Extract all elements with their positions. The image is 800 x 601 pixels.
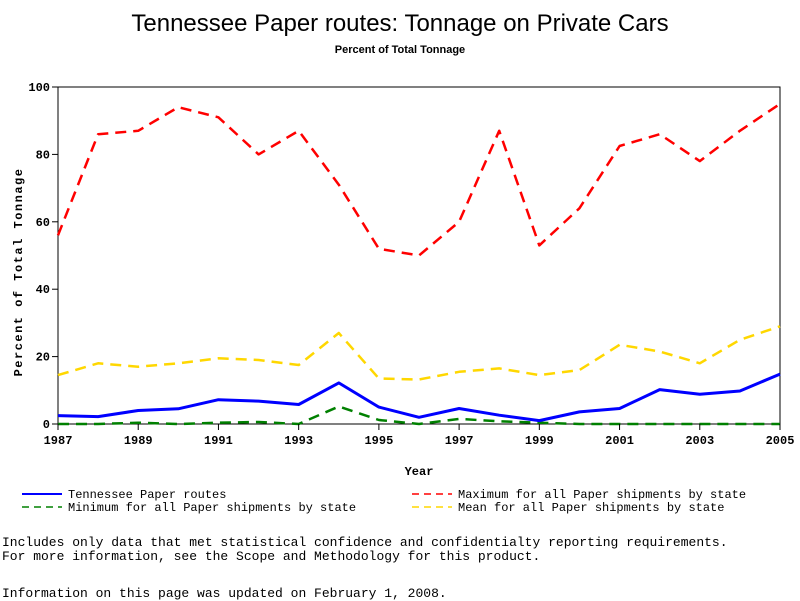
series-line-mean-for-all-paper-shipments-by-state	[57, 325, 781, 381]
plot-area	[57, 86, 781, 425]
x-tick-label: 1999	[525, 434, 554, 448]
updated-note: Information on this page was updated on …	[2, 586, 447, 601]
x-tick-label: 1995	[364, 434, 393, 448]
x-tick-label: 2001	[605, 434, 634, 448]
legend-label-minimum-for-all-paper-shipments-by-state: Minimum for all Paper shipments by state	[68, 501, 356, 515]
x-tick-label: 1989	[124, 434, 153, 448]
y-tick-label: 60	[36, 216, 50, 230]
legend-label-maximum-for-all-paper-shipments-by-state: Maximum for all Paper shipments by state	[458, 488, 746, 502]
x-axis-label: Year	[405, 465, 434, 479]
series-line-maximum-for-all-paper-shipments-by-state	[56, 102, 781, 257]
x-tick-label: 1991	[204, 434, 233, 448]
x-tick-label: 2003	[685, 434, 714, 448]
confidence-note: Includes only data that met statistical …	[2, 535, 728, 550]
y-tick-label: 80	[36, 148, 50, 162]
y-tick-label: 20	[36, 351, 50, 365]
series-line-tennessee-paper-routes	[57, 372, 781, 423]
x-axis-ticks: 1987 1989 1991 1993 1995 1997 1999 2001 2003 2005	[44, 424, 795, 448]
methodology-note: For more information, see the Scope and …	[2, 549, 541, 564]
series-line-minimum-for-all-paper-shipments-by-state	[58, 405, 780, 426]
legend-label-mean-for-all-paper-shipments-by-state: Mean for all Paper shipments by state	[458, 501, 724, 515]
legend-label-tennessee-paper-routes: Tennessee Paper routes	[68, 488, 226, 502]
y-axis-ticks: 0 20 40 60 80 100	[28, 81, 58, 432]
chart-title: Tennessee Paper routes: Tonnage on Priva…	[131, 10, 668, 37]
legend: Tennessee Paper routes Maximum for all Pa…	[22, 488, 746, 515]
x-tick-label: 1993	[284, 434, 313, 448]
x-tick-label: 2005	[766, 434, 795, 448]
chart-subtitle: Percent of Total Tonnage	[335, 44, 465, 56]
y-tick-label: 40	[36, 283, 50, 297]
y-axis-label: Percent of Total Tonnage	[12, 168, 26, 377]
y-tick-label: 0	[43, 418, 50, 432]
y-tick-label: 100	[28, 81, 50, 95]
x-tick-label: 1987	[44, 434, 73, 448]
series-layer	[56, 102, 781, 426]
x-tick-label: 1997	[445, 434, 474, 448]
